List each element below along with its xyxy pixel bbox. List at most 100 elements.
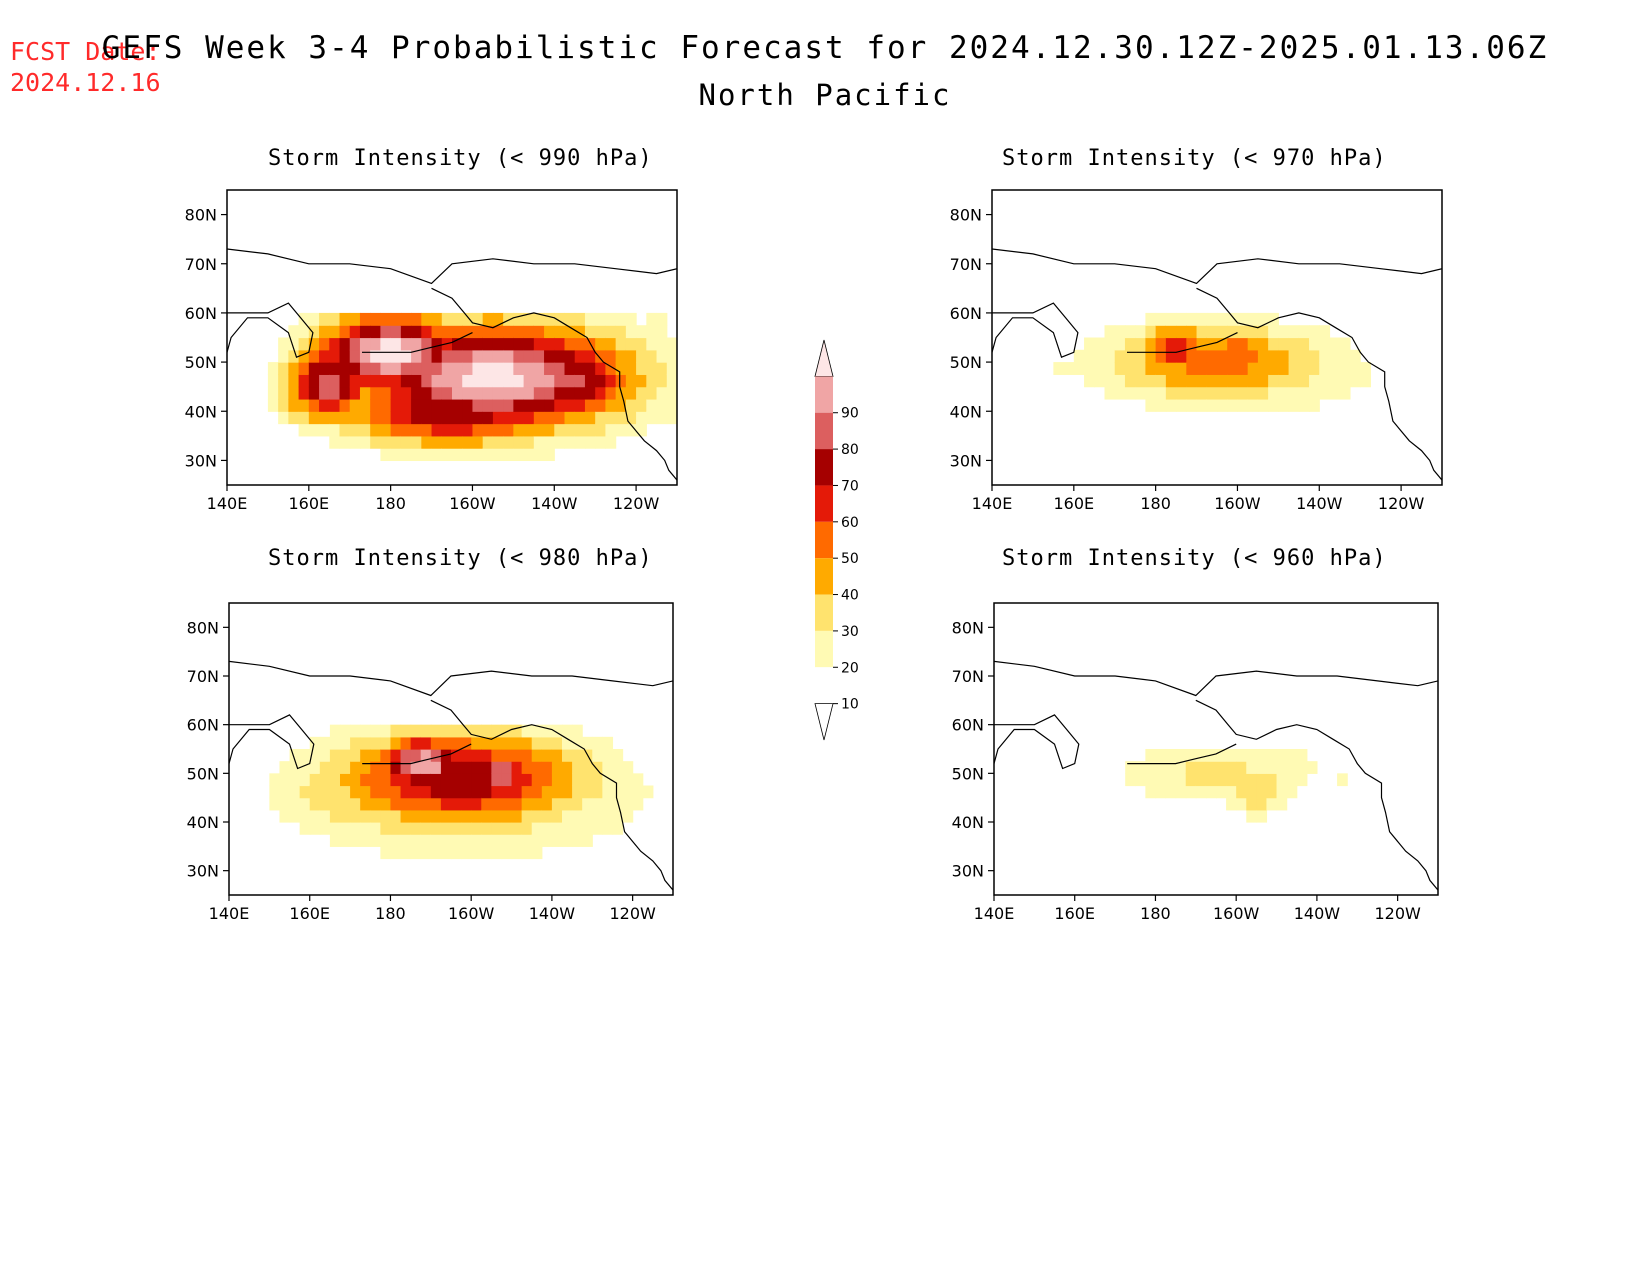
probability-cell — [482, 349, 494, 363]
probability-cell — [267, 374, 279, 388]
probability-cell — [615, 374, 627, 388]
probability-cell — [1195, 773, 1207, 787]
probability-cell — [636, 325, 647, 339]
probability-cell — [329, 398, 341, 412]
probability-cell — [430, 846, 442, 860]
probability-cell — [1276, 797, 1288, 811]
lon-tick-label: 120W — [1374, 904, 1421, 923]
probability-cell — [390, 435, 402, 449]
probability-cell — [592, 822, 603, 835]
probability-cell — [400, 749, 412, 762]
probability-cell — [554, 411, 566, 425]
probability-cell — [646, 411, 658, 425]
probability-cell — [533, 448, 545, 462]
probability-cell — [411, 312, 422, 326]
probability-cell — [1237, 325, 1249, 339]
probability-cell — [329, 785, 341, 799]
probability-cell — [360, 822, 371, 835]
probability-cell — [329, 411, 341, 425]
probability-cell — [541, 822, 553, 835]
probability-cell — [602, 785, 614, 799]
probability-cell — [452, 448, 463, 462]
probability-cell — [1104, 337, 1116, 351]
probability-cell — [482, 448, 494, 462]
map-frame — [991, 189, 1443, 486]
colorbar-tick-label: 10 — [841, 697, 859, 713]
probability-cell — [1176, 398, 1187, 412]
lon-tick-label: 160E — [289, 904, 330, 923]
probability-cell — [501, 724, 513, 738]
probability-cell — [288, 398, 300, 412]
probability-cell — [1145, 337, 1157, 351]
probability-cell — [554, 435, 566, 449]
probability-cell — [430, 773, 442, 787]
probability-cell — [605, 423, 617, 437]
probability-cell — [1257, 386, 1269, 400]
probability-cell — [349, 337, 361, 351]
probability-cell — [431, 325, 443, 339]
probability-cell — [1145, 398, 1157, 412]
probability-cell — [1298, 337, 1310, 351]
probability-cell — [666, 411, 677, 425]
colorbar-tick-label: 40 — [841, 588, 859, 604]
probability-cell — [1278, 398, 1290, 412]
probability-cell — [370, 337, 382, 351]
probability-cell — [308, 325, 320, 339]
lon-tick-label: 160W — [1213, 904, 1260, 923]
probability-cell — [501, 749, 513, 762]
probability-cell — [370, 362, 382, 375]
colorbar-swatch — [815, 412, 833, 450]
probability-cell — [1256, 809, 1268, 823]
probability-cell — [1196, 349, 1208, 363]
probability-cell — [1309, 374, 1320, 388]
probability-cell — [501, 809, 513, 823]
probability-cell — [390, 362, 402, 375]
probability-cell — [1288, 325, 1300, 339]
probability-cell — [1247, 337, 1259, 351]
probability-cell — [380, 749, 392, 762]
probability-cell — [491, 822, 503, 835]
probability-cell — [349, 423, 361, 437]
probability-cell — [472, 411, 484, 425]
probability-cell — [299, 773, 311, 787]
probability-cell — [551, 736, 563, 750]
probability-cell — [298, 398, 310, 412]
probability-cell — [461, 761, 472, 774]
probability-cell — [1266, 749, 1278, 762]
probability-cell — [370, 834, 381, 847]
probability-cell — [625, 374, 637, 388]
probability-cell — [551, 724, 563, 738]
probability-cell — [380, 349, 392, 363]
probability-cell — [420, 785, 432, 799]
probability-cell — [472, 398, 484, 412]
probability-cell — [380, 822, 392, 835]
probability-cell — [625, 362, 637, 375]
probability-cell — [625, 337, 637, 351]
probability-cell — [1217, 325, 1228, 339]
probability-cell — [360, 761, 371, 774]
probability-cell — [584, 374, 596, 388]
probability-cell — [1206, 325, 1218, 339]
probability-cell — [1276, 749, 1288, 762]
probability-cell — [349, 312, 361, 326]
probability-cell — [1155, 773, 1167, 787]
probability-cell — [595, 337, 607, 351]
lat-tick-label: 60N — [952, 716, 984, 735]
probability-cell — [410, 846, 422, 860]
probability-cell — [1186, 386, 1198, 400]
probability-cell — [595, 398, 607, 412]
lat-tick-label: 60N — [187, 716, 219, 735]
probability-cell — [329, 761, 341, 774]
probability-cell — [1165, 749, 1177, 762]
probability-cell — [521, 773, 533, 787]
probability-cell — [511, 797, 523, 811]
probability-cell — [360, 797, 371, 811]
probability-cell — [523, 362, 535, 375]
probability-cell — [339, 398, 351, 412]
probability-cell — [666, 398, 677, 412]
lon-tick-label: 120W — [609, 904, 656, 923]
probability-cell — [339, 435, 351, 449]
probability-cell — [1237, 312, 1249, 326]
probability-cell — [602, 809, 614, 823]
probability-cell — [531, 785, 543, 799]
